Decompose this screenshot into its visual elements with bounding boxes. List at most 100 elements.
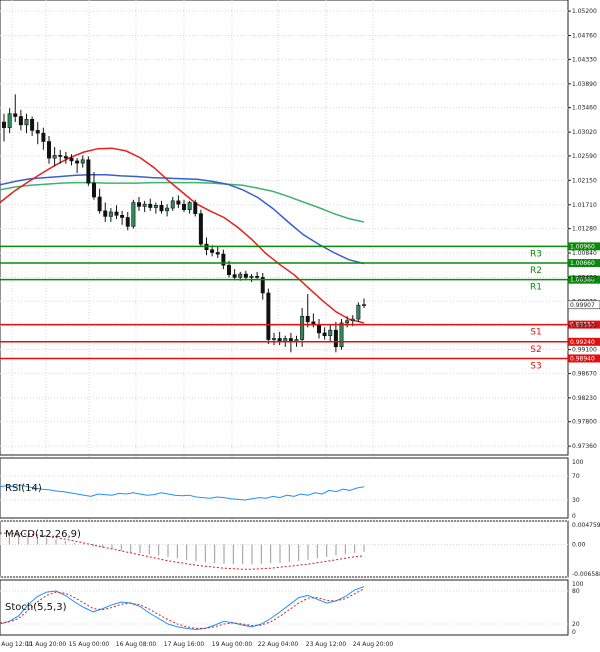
candle (176, 195, 181, 209)
level-name-r1: R1 (530, 283, 542, 293)
level-tag-box (568, 242, 600, 251)
x-tick-label: 16 Aug 08:00 (116, 641, 157, 648)
candle-body (350, 318, 355, 322)
candle (339, 319, 344, 350)
level-tag-r3: 1.00960 (570, 243, 595, 250)
stoch-tick-label: 100 (572, 581, 584, 588)
level-tag-s1: 0.99550 (570, 322, 595, 329)
stoch-pane-frame (0, 579, 569, 636)
candle-body (283, 338, 288, 342)
candle-body (75, 160, 80, 164)
candle (80, 155, 85, 168)
candle-body (277, 338, 282, 342)
level-name-s3: S3 (530, 361, 541, 371)
candle (232, 269, 237, 281)
level-name-r3: R3 (530, 249, 542, 259)
price-tick-label: 0.97800 (572, 419, 597, 426)
candle-body (193, 202, 198, 214)
candle (260, 273, 265, 300)
candle (103, 202, 108, 222)
candle (198, 209, 203, 247)
price-tick-label: 0.97360 (572, 443, 597, 450)
candle (255, 271, 260, 280)
stoch-label: Stoch(5,5,3) (5, 602, 67, 613)
level-name-r2: R2 (530, 266, 542, 276)
x-tick-label: 17 Aug 16:00 (164, 641, 205, 648)
candle (159, 200, 164, 214)
candle-body (345, 320, 350, 324)
rsi-pane-frame (0, 457, 569, 519)
rsi-line (0, 484, 365, 501)
candle-body (137, 202, 141, 207)
candle (86, 156, 91, 186)
candle-body (198, 213, 203, 245)
candle (333, 321, 338, 353)
candle (2, 113, 6, 142)
candle (47, 135, 51, 164)
candle-body (86, 159, 91, 184)
candle-body (165, 207, 170, 212)
macd-tick-label: 0.00 (572, 541, 586, 548)
x-tick-label: 22 Aug 04:00 (258, 641, 299, 648)
candle-body (2, 121, 6, 128)
candle-body (238, 273, 243, 278)
stoch-signal-line (0, 588, 365, 629)
candle-body (41, 132, 46, 142)
candle (30, 116, 35, 136)
level-tag-box (568, 275, 600, 284)
rsi-tick-label: 30 (572, 497, 580, 504)
level-tag-box (568, 354, 600, 363)
level-tag-box (568, 337, 600, 346)
candle-body (260, 277, 265, 294)
candle-body (148, 203, 153, 208)
candle-body (227, 264, 231, 275)
candle-body (243, 273, 248, 278)
stoch-tick-label: 20 (572, 621, 580, 628)
price-tick-label: 1.03460 (572, 105, 597, 112)
candle (165, 204, 170, 217)
main-pane-frame (0, 0, 569, 456)
candle-body (288, 338, 293, 342)
candle (120, 210, 125, 225)
macd-pane: 0.004759 0.00 -0.006588 MACD(12,26,9) (0, 520, 600, 578)
candle (13, 94, 18, 123)
candle-body (182, 203, 186, 211)
candle-body (63, 156, 68, 159)
candle-body (322, 332, 327, 337)
macd-pane-frame (0, 520, 569, 578)
candle-body (120, 214, 125, 218)
rsi-tick-label: 100 (572, 459, 584, 466)
candle-body (52, 155, 57, 159)
candle (305, 294, 310, 328)
candle-body (108, 211, 113, 217)
rsi-label: RSI(14) (5, 483, 42, 494)
candle (300, 307, 305, 347)
candle-body (221, 253, 226, 266)
candle-body (30, 118, 35, 131)
candle-body (300, 315, 305, 340)
candle-body (103, 210, 108, 217)
candle (18, 109, 23, 131)
macd-tick-label: -0.006588 (572, 571, 600, 578)
candle-body (69, 157, 74, 162)
candle (58, 149, 63, 164)
price-tick-label: 1.04330 (572, 56, 597, 63)
macd-tick-label: 0.004759 (572, 522, 600, 529)
candle-body (272, 338, 276, 340)
candle-body (142, 203, 147, 207)
candle (24, 113, 29, 134)
moving-average-blue (0, 174, 365, 265)
candle (249, 274, 254, 282)
candle-body (170, 200, 175, 209)
candle (187, 200, 192, 214)
last-price-box (567, 300, 600, 310)
candle (345, 316, 350, 328)
candle (75, 158, 80, 174)
candle-body (328, 329, 333, 337)
candle (193, 199, 198, 217)
main-price-pane: R3 1.00960 R2 1.00660 R1 1.00360 S1 0.99550 S2 0.… (0, 0, 600, 635)
x-tick-label: 19 Aug 00:00 (212, 641, 253, 648)
price-tick-label: 1.04760 (572, 33, 597, 40)
